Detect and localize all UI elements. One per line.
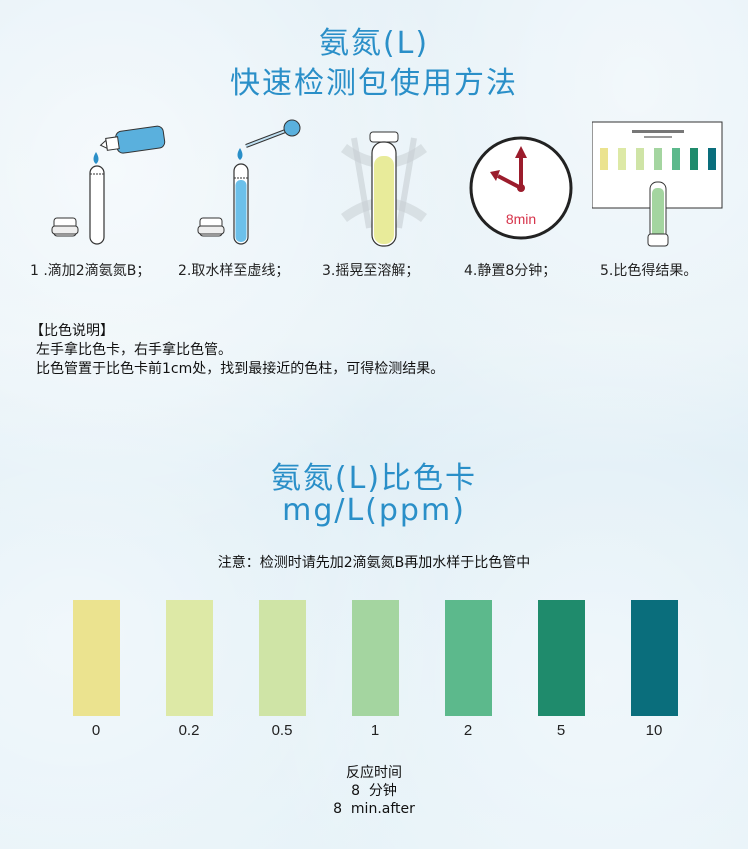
swatch-label: 0 — [91, 722, 101, 739]
pipette-icon — [197, 119, 301, 245]
swatch-5 — [538, 600, 585, 716]
swatch-0 — [73, 600, 120, 716]
instructions-line-1: 左手拿比色卡，右手拿比色管。 — [36, 342, 232, 358]
swatch-label: 0.2 — [178, 722, 200, 739]
color-card-icon — [592, 121, 723, 247]
swatch-label: 10 — [645, 722, 663, 739]
clock-icon: 8min — [469, 136, 573, 240]
swatch-label: 0.5 — [271, 722, 293, 739]
reaction-time-label: 反应时间 — [346, 765, 402, 781]
swatch-1 — [352, 600, 399, 716]
instructions-line-2: 比色管置于比色卡前1cm处，找到最接近的色柱，可得检测结果。 — [36, 361, 445, 377]
swatch-label: 1 — [370, 722, 380, 739]
page-subtitle: 快速检测包使用方法 — [230, 66, 518, 101]
color-card-unit: mg/L(ppm) — [282, 493, 466, 528]
step-3-label: 3.摇晃至溶解； — [322, 263, 420, 279]
page-title: 氨氮(L) — [318, 26, 430, 61]
dropper-bottle-icon — [51, 125, 166, 245]
swatch-label: 5 — [556, 722, 566, 739]
swatch-2 — [445, 600, 492, 716]
instructions-heading: 【比色说明】 — [30, 323, 114, 339]
swatch-0-5 — [259, 600, 306, 716]
swatch-label: 2 — [463, 722, 473, 739]
clock-time-text: 8min — [506, 211, 536, 227]
reaction-time-en: 8 min.after — [333, 801, 415, 817]
step-1-label: 1 .滴加2滴氨氮B； — [30, 263, 151, 279]
step-2-label: 2.取水样至虚线； — [178, 263, 290, 279]
instructions: 【比色说明】 左手拿比色卡，右手拿比色管。 比色管置于比色卡前1cm处，找到最接… — [30, 322, 444, 379]
reaction-time: 反应时间 8 分钟 8 min.after — [0, 764, 748, 818]
swatch-10 — [631, 600, 678, 716]
step-5-label: 5.比色得结果。 — [600, 263, 698, 279]
reaction-time-cn: 8 分钟 — [351, 783, 397, 799]
step-4-label: 4.静置8分钟； — [464, 263, 557, 279]
swatch-0-2 — [166, 600, 213, 716]
color-card-title: 氨氮(L)比色卡 — [270, 461, 478, 496]
color-card-note: 注意：检测时请先加2滴氨氮B再加水样于比色管中 — [217, 555, 531, 571]
shaking-tube-icon — [341, 131, 427, 247]
